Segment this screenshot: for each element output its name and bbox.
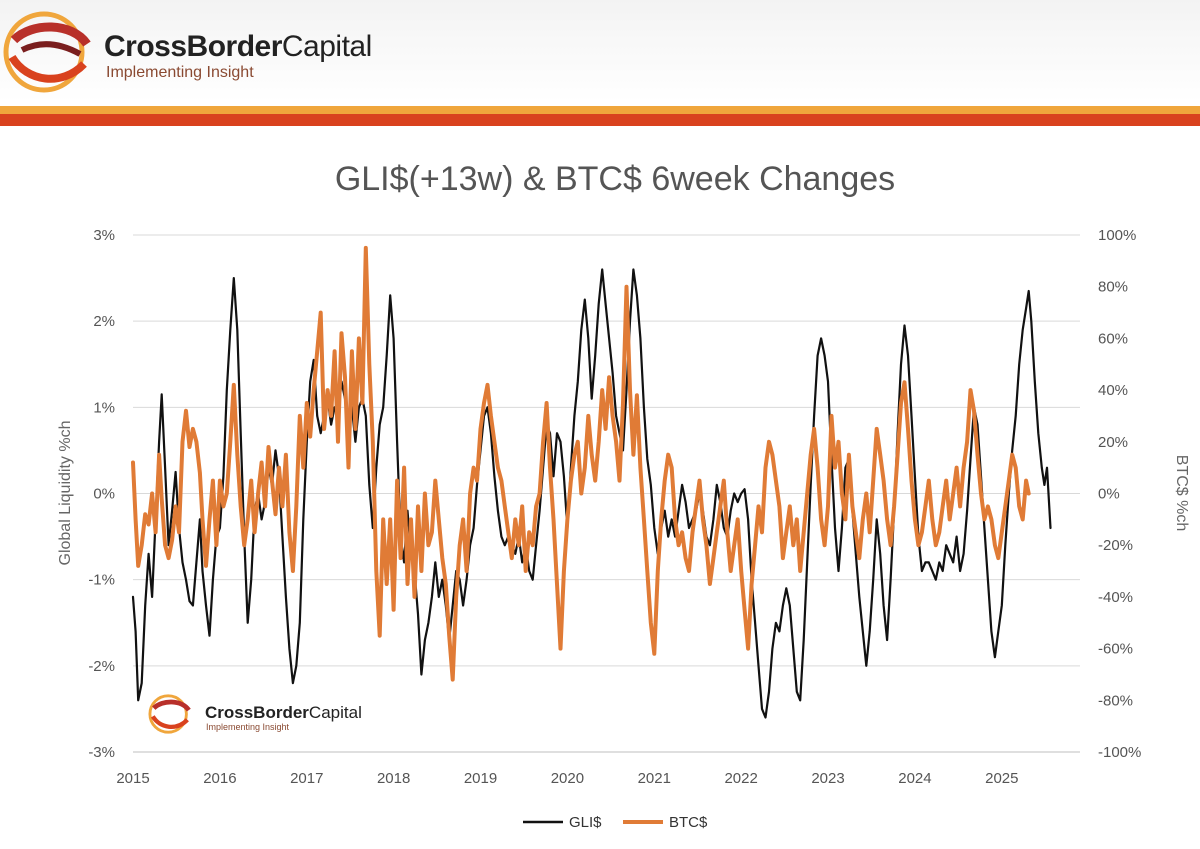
chart-title: GLI$(+13w) & BTC$ 6week Changes bbox=[334, 160, 896, 198]
y-right-tick-label: 0% bbox=[1098, 486, 1120, 503]
y-right-tick-label: -60% bbox=[1098, 641, 1133, 658]
brand-name: CrossBorderCapital bbox=[104, 30, 372, 63]
series-layer bbox=[131, 245, 1052, 719]
y-right-tick-label: 80% bbox=[1098, 279, 1128, 296]
y-right-tick-label: -20% bbox=[1098, 537, 1133, 554]
y-axis-left-label: Global Liquidity %ch bbox=[57, 421, 74, 566]
series-line-gli bbox=[131, 268, 1052, 719]
x-tick-label: 2017 bbox=[290, 770, 323, 787]
y-left-tick-label: 2% bbox=[93, 313, 115, 330]
header-stripe-red bbox=[0, 114, 1200, 126]
x-tick-label: 2023 bbox=[811, 770, 844, 787]
watermark-tagline: Implementing Insight bbox=[206, 722, 290, 732]
y-left-tick-label: -2% bbox=[88, 658, 115, 675]
x-tick-label: 2022 bbox=[724, 770, 757, 787]
header-stripe-orange bbox=[0, 106, 1200, 114]
legend-label-gli: GLI$ bbox=[569, 814, 602, 831]
y-axis-right-label: BTC$ %ch bbox=[1173, 455, 1190, 531]
chart-legend: GLI$ BTC$ bbox=[523, 814, 708, 831]
watermark-logo bbox=[148, 694, 191, 734]
y-left-tick-label: -1% bbox=[88, 572, 115, 589]
crossborder-logo bbox=[3, 11, 91, 93]
y-right-tick-label: 20% bbox=[1098, 434, 1128, 451]
x-tick-label: 2021 bbox=[638, 770, 671, 787]
x-tick-label: 2024 bbox=[898, 770, 931, 787]
y-left-tick-label: 1% bbox=[93, 399, 115, 416]
x-axis-ticks: 2015 2016 2017 2018 2019 2020 2021 2022 2023 2024… bbox=[116, 751, 1080, 787]
y-axis-left-ticks: 3% 2% 1% 0% -1% -2% -3% bbox=[88, 227, 115, 761]
legend-label-btc: BTC$ bbox=[669, 814, 708, 831]
y-right-tick-label: -80% bbox=[1098, 692, 1133, 709]
y-right-tick-label: 60% bbox=[1098, 330, 1128, 347]
series-line-btc bbox=[131, 245, 1031, 682]
y-left-tick-label: -3% bbox=[88, 744, 115, 761]
y-right-tick-label: -100% bbox=[1098, 744, 1141, 761]
y-right-tick-label: 100% bbox=[1098, 227, 1136, 244]
y-right-tick-label: 40% bbox=[1098, 382, 1128, 399]
x-tick-label: 2016 bbox=[203, 770, 236, 787]
y-left-tick-label: 0% bbox=[93, 486, 115, 503]
page-header: CrossBorderCapital Implementing Insight bbox=[0, 0, 1200, 128]
x-tick-label: 2025 bbox=[985, 770, 1018, 787]
y-left-tick-label: 3% bbox=[93, 227, 115, 244]
y-axis-right-ticks: 100% 80% 60% 40% 20% 0% -20% -40% -60% -80% -100% bbox=[1098, 227, 1141, 761]
x-tick-label: 2015 bbox=[116, 770, 149, 787]
x-tick-label: 2019 bbox=[464, 770, 497, 787]
y-right-tick-label: -40% bbox=[1098, 589, 1133, 606]
watermark-brand-name: CrossBorderCapital bbox=[205, 703, 362, 722]
brand-tagline: Implementing Insight bbox=[106, 64, 254, 81]
x-tick-label: 2020 bbox=[551, 770, 584, 787]
x-tick-label: 2018 bbox=[377, 770, 410, 787]
